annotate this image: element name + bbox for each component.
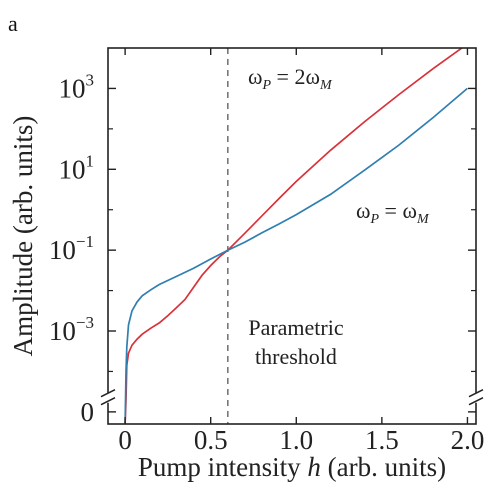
plot-area — [124, 48, 468, 424]
y-tick-label: 103 — [59, 70, 95, 103]
y-tick-label: 101 — [59, 151, 95, 184]
series-blue-line — [124, 87, 468, 424]
axis-break-mark-left-2 — [100, 397, 116, 406]
x-tick-label: 0 — [118, 425, 132, 455]
axis-break-gap-left — [102, 392, 114, 403]
y-tick-label: 10−1 — [49, 232, 94, 265]
plot-frame — [107, 47, 477, 425]
axis-break-gap-right — [470, 392, 482, 403]
x-tick-label: 1.5 — [365, 425, 399, 455]
y-tick-label: 10−3 — [49, 313, 94, 346]
x-axis-title: Pump intensity h (arb. units) — [138, 452, 446, 482]
axis-break-mark-right-2 — [468, 397, 484, 406]
ticks: 0 0.5 1.0 1.5 2.0 103 101 10−1 10−3 0 — [49, 48, 484, 455]
x-tick-label: 0.5 — [194, 425, 228, 455]
axis-break-mark-left — [100, 389, 116, 398]
x-tick-label: 1.0 — [279, 425, 313, 455]
series-red-line — [124, 48, 464, 424]
series-blue-label: ωP = ωM — [356, 198, 430, 227]
x-tick-label: 2.0 — [451, 425, 485, 455]
threshold-label-line2: threshold — [255, 344, 337, 369]
threshold-label-line1: Parametric — [248, 315, 344, 340]
axis-break-mark-right — [468, 389, 484, 398]
y-tick-label: 0 — [81, 397, 95, 427]
panel-label: a — [8, 11, 18, 36]
series-red-label: ωP = 2ωM — [248, 64, 333, 93]
y-axis-title: Amplitude (arb. units) — [8, 116, 38, 357]
